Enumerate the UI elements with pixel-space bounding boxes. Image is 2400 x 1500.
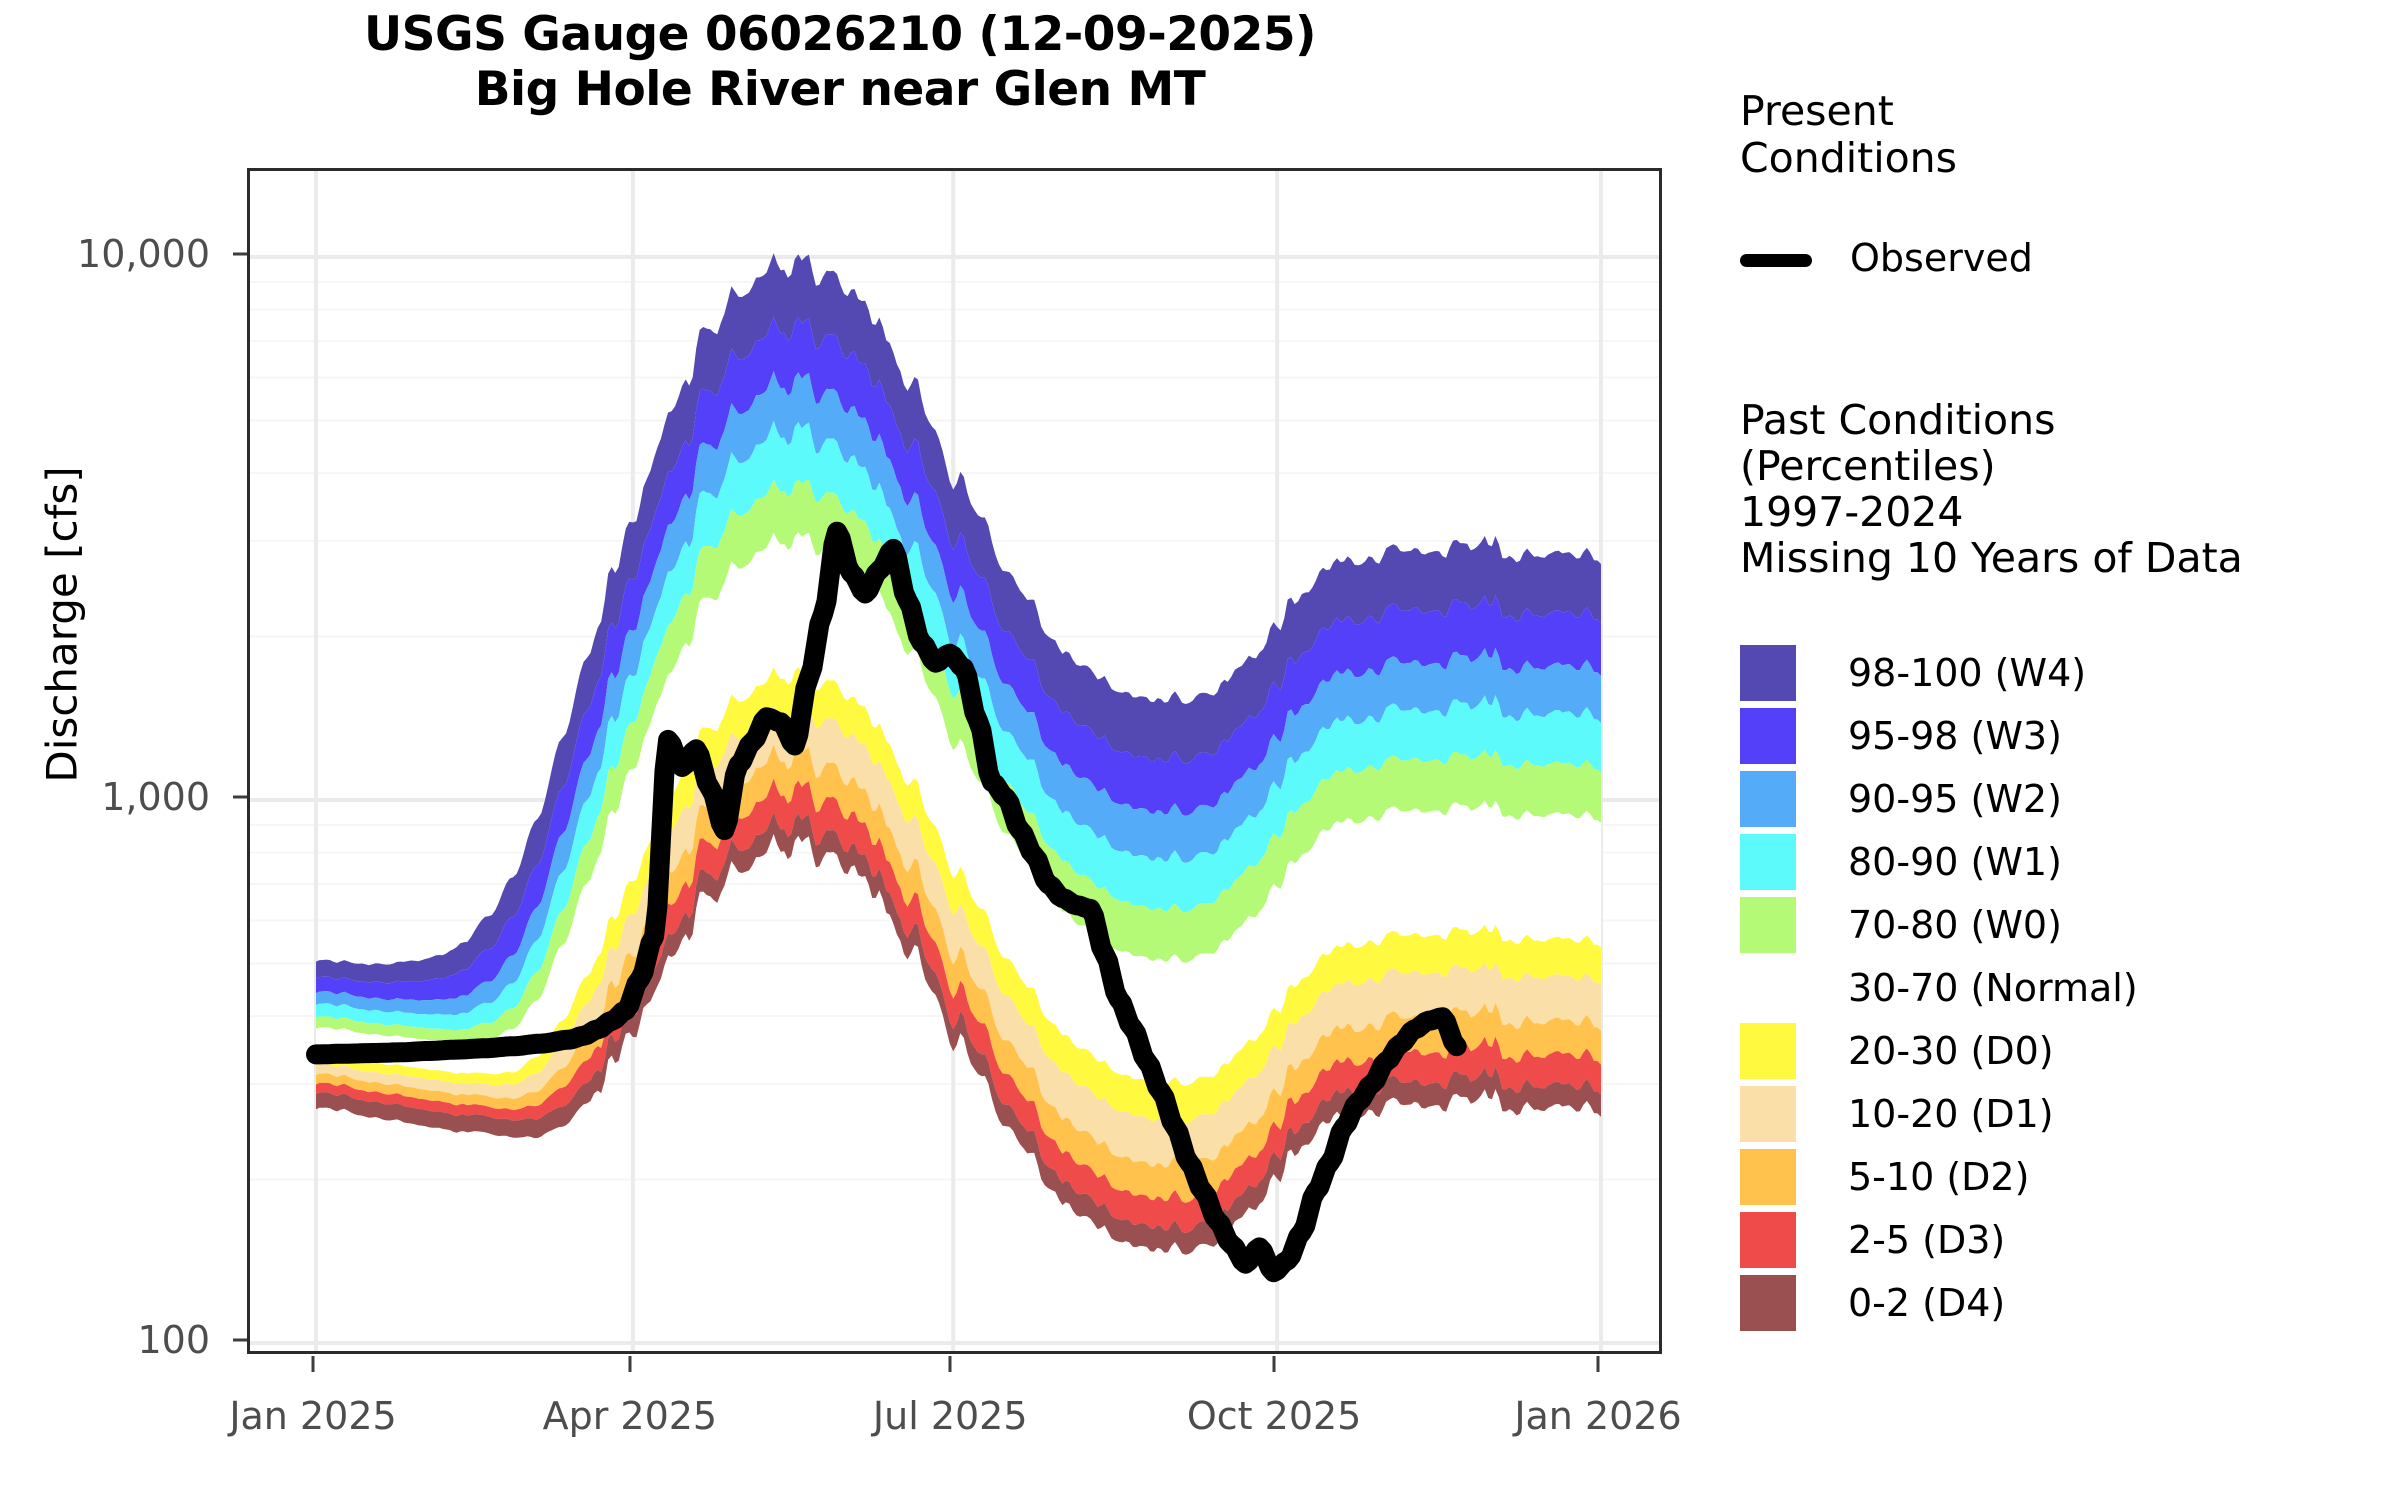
legend-present-title: Present Conditions xyxy=(1740,87,1958,182)
legend-swatch-90-95-w2- xyxy=(1740,771,1796,827)
legend-swatch-5-10-d2- xyxy=(1740,1149,1796,1205)
gridlines xyxy=(250,171,1659,1351)
x-tick-label: Jul 2025 xyxy=(872,1394,1028,1438)
legend-swatch-2-5-d3- xyxy=(1740,1212,1796,1268)
legend-swatch-10-20-d1- xyxy=(1740,1086,1796,1142)
legend-swatch-95-98-w3- xyxy=(1740,708,1796,764)
y-axis-label: Discharge [cfs] xyxy=(37,466,87,783)
band-90-95-w2- xyxy=(316,371,1601,1016)
x-tick-label: Oct 2025 xyxy=(1186,1394,1362,1438)
legend-label-70-80-w0-: 70-80 (W0) xyxy=(1848,903,2062,947)
x-tick-mark xyxy=(948,1356,952,1372)
band-30-70-normal- xyxy=(316,532,1601,1086)
legend-label-2-5-d3-: 2-5 (D3) xyxy=(1848,1218,2006,1262)
legend-swatch-20-30-d0- xyxy=(1740,1023,1796,1079)
y-tick-label: 10,000 xyxy=(77,232,210,276)
legend-label-95-98-w3-: 95-98 (W3) xyxy=(1848,714,2062,758)
legend-swatch-0-2-d4- xyxy=(1740,1275,1796,1331)
legend-swatch-80-90-w1- xyxy=(1740,834,1796,890)
x-tick-mark xyxy=(628,1356,632,1372)
legend-swatch-70-80-w0- xyxy=(1740,897,1796,953)
y-tick-label: 100 xyxy=(137,1318,210,1362)
legend-observed-label: Observed xyxy=(1850,236,2033,280)
chart-title-line2: Big Hole River near Glen MT xyxy=(474,61,1206,117)
percentile-bands xyxy=(316,253,1601,1255)
y-tick-mark xyxy=(233,795,247,799)
legend-swatch-98-100-w4- xyxy=(1740,645,1796,701)
x-tick-mark xyxy=(1272,1356,1276,1372)
x-tick-mark xyxy=(311,1356,315,1372)
legend-label-30-70-normal-: 30-70 (Normal) xyxy=(1848,966,2138,1010)
legend-label-10-20-d1-: 10-20 (D1) xyxy=(1848,1092,2054,1136)
x-tick-label: Apr 2025 xyxy=(542,1394,718,1438)
chart-title: USGS Gauge 06026210 (12-09-2025) Big Hol… xyxy=(0,7,1680,117)
legend-swatch-30-70-normal- xyxy=(1740,960,1796,1016)
plot-area xyxy=(247,168,1662,1354)
legend-observed-swatch xyxy=(1740,254,1812,267)
y-tick-mark xyxy=(233,1338,247,1342)
band-20-30-d0- xyxy=(316,667,1601,1124)
x-tick-mark xyxy=(1596,1356,1600,1372)
legend-label-5-10-d2-: 5-10 (D2) xyxy=(1848,1155,2030,1199)
band-2-5-d3- xyxy=(316,778,1601,1234)
band-98-100-w4- xyxy=(316,253,1601,984)
band-80-90-w1- xyxy=(316,420,1601,1031)
legend-label-0-2-d4-: 0-2 (D4) xyxy=(1848,1281,2006,1325)
legend-label-80-90-w1-: 80-90 (W1) xyxy=(1848,840,2062,884)
legend-label-90-95-w2-: 90-95 (W2) xyxy=(1848,777,2062,821)
band-95-98-w3- xyxy=(316,316,1601,1001)
plot-canvas xyxy=(250,171,1659,1351)
x-tick-label: Jan 2026 xyxy=(1514,1394,1682,1438)
observed-line xyxy=(306,521,1467,1283)
chart-title-line1: USGS Gauge 06026210 (12-09-2025) xyxy=(363,7,1317,62)
legend-label-20-30-d0-: 20-30 (D0) xyxy=(1848,1029,2054,1073)
band-5-10-d2- xyxy=(316,744,1601,1203)
y-tick-label: 1,000 xyxy=(101,775,210,819)
x-tick-label: Jan 2025 xyxy=(229,1394,397,1438)
band-0-2-d4- xyxy=(316,811,1601,1255)
band-10-20-d1- xyxy=(316,705,1601,1170)
legend-label-98-100-w4-: 98-100 (W4) xyxy=(1848,651,2087,695)
y-tick-mark xyxy=(233,252,247,256)
legend-past-title: Past Conditions (Percentiles) 1997-2024 … xyxy=(1740,396,2243,582)
